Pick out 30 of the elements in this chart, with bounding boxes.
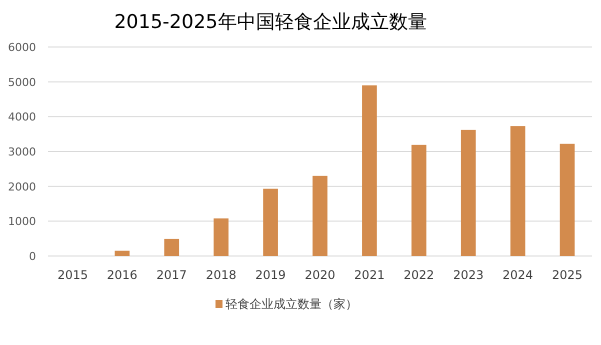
chart-title: 2015-2025年中国轻食企业成立数量 <box>114 11 427 33</box>
y-tick-label: 5000 <box>8 76 36 89</box>
y-tick-label: 2000 <box>8 180 36 194</box>
y-tick-label: 0 <box>29 250 36 263</box>
x-tick-label: 2015 <box>57 268 88 282</box>
x-tick-label: 2021 <box>354 268 385 282</box>
y-tick-label: 1000 <box>8 215 36 228</box>
bar <box>263 188 278 256</box>
x-tick-label: 2023 <box>453 268 484 282</box>
x-tick-label: 2018 <box>206 268 236 282</box>
x-tick-label: 2025 <box>552 268 583 282</box>
bar <box>510 126 526 256</box>
y-tick-label: 6000 <box>8 41 36 54</box>
x-tick-label: 2019 <box>255 268 286 282</box>
x-tick-label: 2016 <box>106 268 138 282</box>
bar <box>460 130 476 256</box>
legend-label: 轻食企业成立数量（家） <box>226 297 358 311</box>
x-tick-label: 2024 <box>502 268 534 282</box>
bar <box>114 250 130 256</box>
bar <box>411 144 426 256</box>
bar <box>164 238 180 256</box>
x-tick-label: 2017 <box>156 268 187 282</box>
bar <box>214 218 229 256</box>
bar <box>312 176 328 256</box>
x-tick-label: 2020 <box>304 268 336 282</box>
y-tick-label: 3000 <box>8 146 36 158</box>
bar <box>362 85 377 256</box>
x-tick-label: 2022 <box>404 268 434 282</box>
y-tick-label: 4000 <box>8 110 36 124</box>
bar <box>560 144 575 256</box>
